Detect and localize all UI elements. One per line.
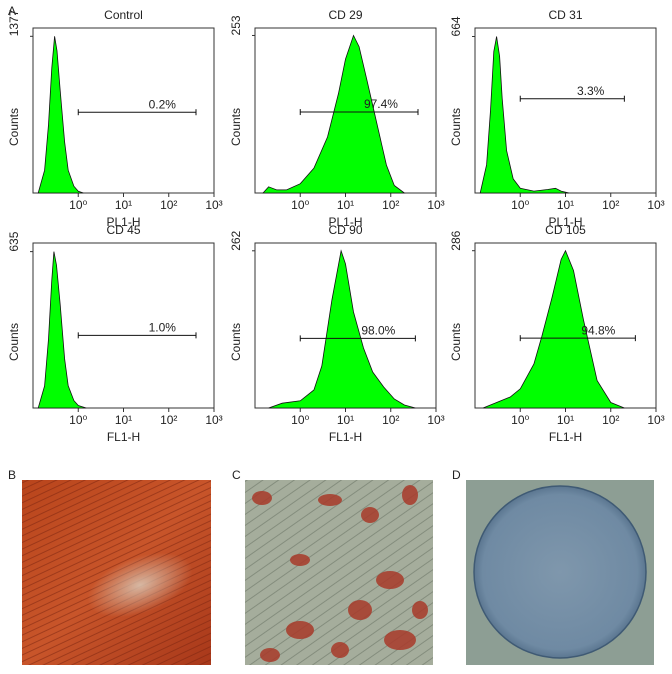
x-tick-label: 10³ [205,413,222,427]
x-tick-label: 10¹ [337,413,354,427]
x-tick-label: 10⁰ [291,198,309,212]
y-axis-label: Counts [7,108,21,146]
chart-title: CD 29 [328,8,362,22]
chart-title: CD 45 [106,223,140,237]
x-tick-label: 10² [160,198,177,212]
chart-title: CD 90 [328,223,362,237]
y-tick-label: 635 [7,231,21,251]
chart-title: CD 105 [545,223,586,237]
gate-annotation: 94.8% [581,323,615,337]
y-axis-label: Counts [229,108,243,146]
x-axis-label: FL1-H [329,430,362,444]
x-tick-label: 10³ [647,413,664,427]
gate-annotation: 97.4% [364,97,398,111]
image-b [22,480,211,665]
x-tick-label: 10¹ [557,198,574,212]
x-tick-label: 10³ [205,198,222,212]
y-axis-label: Counts [449,323,463,361]
panel-label: C [232,468,241,482]
x-tick-label: 10⁰ [69,413,87,427]
x-axis-label: PL1-H [328,215,362,229]
x-tick-label: 10² [602,413,619,427]
panel-label: B [8,468,16,482]
x-tick-label: 10¹ [557,413,574,427]
histogram-area [482,249,625,409]
histogram-area [262,34,406,194]
x-axis-label: PL1-H [106,215,140,229]
x-tick-label: 10⁰ [511,198,529,212]
histogram-area [37,251,87,409]
x-tick-label: 10² [602,198,619,212]
x-tick-label: 10¹ [115,413,132,427]
histogram-area [479,36,570,194]
y-tick-label: 262 [229,230,243,250]
gate-annotation: 1.0% [149,321,177,335]
x-axis-label: FL1-H [549,430,582,444]
histogram-area [268,249,416,409]
x-tick-label: 10³ [647,198,664,212]
histogram-area [37,36,84,194]
panel-label: D [452,468,461,482]
gate-annotation: 0.2% [149,97,177,111]
x-tick-label: 10¹ [337,198,354,212]
y-tick-label: 1377 [7,9,21,36]
x-tick-label: 10³ [427,413,444,427]
gate-annotation: 98.0% [361,324,395,338]
flow-charts: Control PL1-H Counts 1377 10⁰ 10¹ 10² 10³ 0.2% CD… [7,8,665,444]
x-tick-label: 10¹ [115,198,132,212]
chart-title: CD 31 [548,8,582,22]
panel-label: A [8,4,16,18]
y-axis-label: Counts [449,108,463,146]
x-tick-label: 10³ [427,198,444,212]
x-tick-label: 10² [160,413,177,427]
y-tick-label: 253 [229,15,243,35]
x-axis-label: FL1-H [107,430,140,444]
y-axis-label: Counts [229,323,243,361]
image-c [245,480,433,665]
x-tick-label: 10² [382,413,399,427]
y-tick-label: 664 [449,16,463,36]
x-tick-label: 10⁰ [291,413,309,427]
x-tick-label: 10⁰ [69,198,87,212]
y-axis-label: Counts [7,323,21,361]
chart-title: Control [104,8,143,22]
gate-annotation: 3.3% [577,84,605,98]
x-axis-label: PL1-H [548,215,582,229]
y-tick-label: 286 [449,230,463,250]
image-d [466,480,654,665]
x-tick-label: 10⁰ [511,413,529,427]
x-tick-label: 10² [382,198,399,212]
